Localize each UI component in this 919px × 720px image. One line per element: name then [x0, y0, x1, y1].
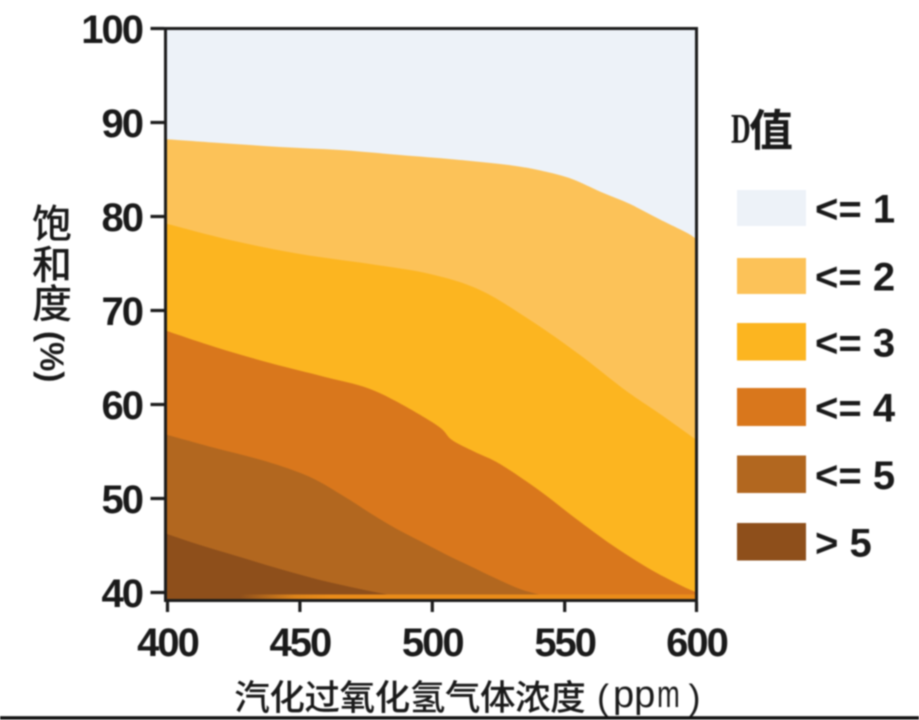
svg-text:<= 3: <= 3	[815, 321, 895, 365]
svg-text:D: D	[731, 105, 751, 152]
svg-text:> 5: > 5	[815, 521, 872, 565]
svg-text:<= 2: <= 2	[815, 256, 895, 300]
svg-text:450: 450	[270, 621, 331, 665]
svg-text:500: 500	[402, 621, 463, 665]
svg-text:60: 60	[102, 384, 143, 428]
svg-text:(: (	[597, 677, 609, 718]
svg-text:<= 5: <= 5	[815, 454, 895, 498]
svg-text:(%): (%)	[34, 331, 71, 382]
svg-text:550: 550	[534, 621, 595, 665]
svg-text:<= 1: <= 1	[815, 188, 895, 232]
svg-text:m: m	[657, 674, 680, 716]
svg-text:600: 600	[666, 621, 727, 665]
svg-text:70: 70	[102, 290, 143, 334]
svg-text:90: 90	[102, 102, 143, 146]
svg-text:80: 80	[102, 196, 143, 240]
svg-text:400: 400	[137, 621, 198, 665]
svg-text:pp: pp	[613, 674, 655, 716]
svg-text:<= 4: <= 4	[815, 387, 896, 431]
svg-text:): )	[689, 677, 701, 718]
svg-text:100: 100	[81, 8, 142, 52]
svg-text:50: 50	[102, 478, 143, 522]
svg-text:40: 40	[102, 572, 143, 616]
